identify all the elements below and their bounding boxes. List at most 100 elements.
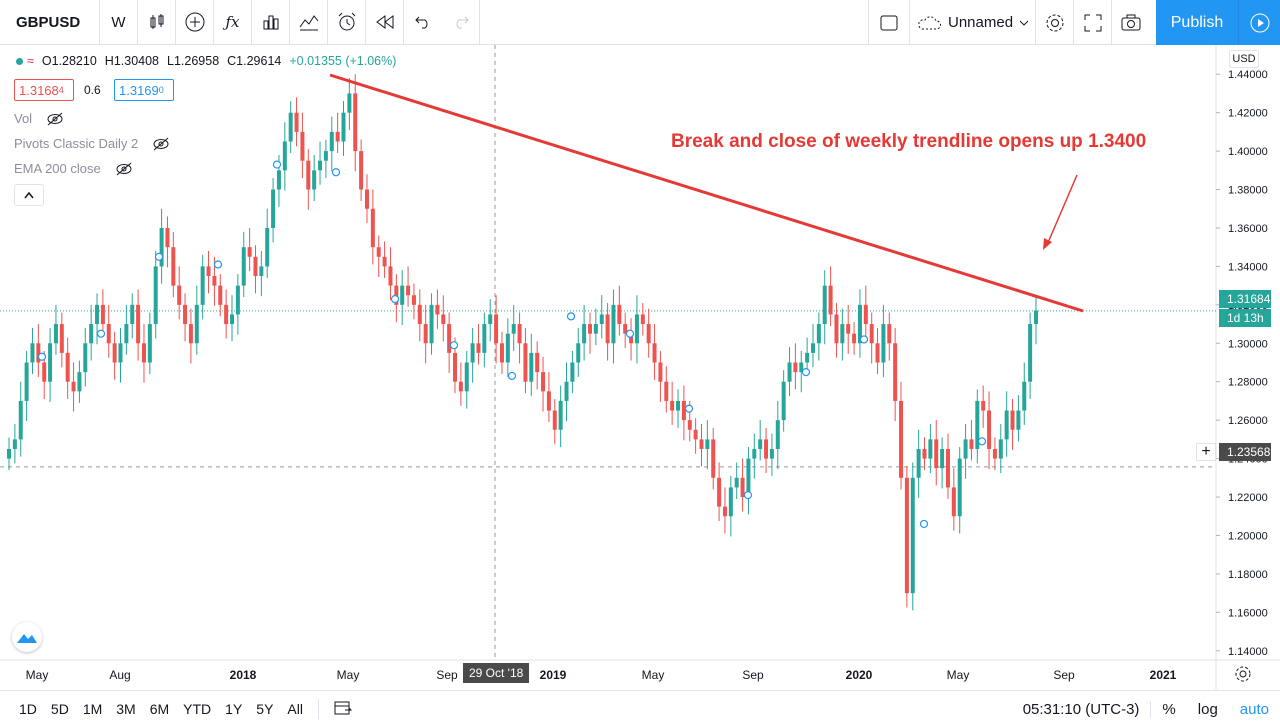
indicator-pivots[interactable]: Pivots Classic Daily 2: [14, 136, 170, 151]
candle-body: [846, 324, 851, 334]
price-tick-label: 1.42000: [1228, 108, 1268, 120]
candle-body: [488, 314, 493, 325]
timeframe-ytd[interactable]: YTD: [183, 701, 212, 717]
candle-body: [218, 285, 223, 305]
candle-body: [141, 343, 146, 363]
eye-hidden-icon[interactable]: [115, 162, 133, 176]
candle-body: [65, 352, 70, 382]
symbol-search[interactable]: GBPUSD: [0, 0, 100, 45]
pivot-marker: [331, 168, 341, 177]
candle-body: [276, 170, 281, 190]
compare-icon[interactable]: [290, 0, 328, 45]
replay-icon[interactable]: [366, 0, 404, 45]
candle-body: [828, 285, 833, 315]
price-tick-label: 1.26000: [1228, 415, 1268, 427]
candle-body: [904, 477, 909, 594]
alert-icon[interactable]: [328, 0, 366, 45]
chart-settings-gear-icon[interactable]: [1234, 665, 1252, 688]
candle-body: [687, 420, 692, 430]
percent-toggle[interactable]: %: [1150, 701, 1186, 718]
sell-button[interactable]: 1.3168 4: [14, 79, 74, 101]
fullscreen-square-icon[interactable]: [868, 0, 910, 45]
time-tick-label: Sep: [742, 668, 764, 682]
timeframe-1m[interactable]: 1M: [82, 701, 103, 717]
change-value: +0.01355 (+1.06%): [289, 54, 397, 68]
currency-label[interactable]: USD: [1229, 50, 1259, 68]
eye-hidden-icon[interactable]: [152, 137, 170, 151]
candle-body: [411, 295, 416, 305]
publish-button[interactable]: Publish: [1156, 0, 1238, 45]
candle-body: [183, 304, 188, 325]
timeframe-all[interactable]: All: [287, 701, 303, 717]
candle-body: [1028, 324, 1033, 382]
candle-body: [341, 112, 346, 142]
candle-body: [535, 352, 540, 373]
candle-body: [112, 343, 117, 363]
play-icon[interactable]: [1238, 0, 1280, 45]
candle-body: [235, 285, 240, 315]
price-tick-label: 1.36000: [1228, 223, 1268, 235]
candle-body: [940, 448, 945, 469]
candle-body: [499, 343, 504, 363]
timeframe-6m[interactable]: 6M: [149, 701, 170, 717]
date-range-icon[interactable]: [327, 699, 359, 720]
indicator-ema[interactable]: EMA 200 close: [14, 161, 133, 176]
timeframe-5d[interactable]: 5D: [50, 701, 69, 717]
add-order-plus-icon[interactable]: +: [1196, 443, 1216, 461]
candle-body: [517, 324, 522, 344]
redo-icon[interactable]: [442, 0, 480, 45]
candle-body: [282, 141, 287, 171]
candle-body: [992, 448, 997, 459]
interval-selector[interactable]: W: [100, 0, 138, 45]
candles-icon[interactable]: [138, 0, 176, 45]
trendline-annotation[interactable]: Break and close of weekly trendline open…: [671, 131, 1147, 152]
candle-body: [611, 304, 616, 344]
time-tick-label: May: [642, 668, 665, 682]
price-chart[interactable]: 1.44000 1.42000 1.40000 1.38000 1.36000 1.340…: [0, 45, 1280, 690]
candle-body: [124, 324, 129, 344]
collapse-legend-button[interactable]: [14, 184, 44, 206]
eye-hidden-icon[interactable]: [46, 112, 64, 126]
candle-body: [265, 227, 270, 267]
cloud-icon: [918, 15, 941, 29]
undo-icon[interactable]: [404, 0, 442, 45]
fullscreen-icon[interactable]: [1074, 0, 1112, 45]
timeframe-5y[interactable]: 5Y: [256, 701, 274, 717]
auto-toggle[interactable]: auto: [1239, 701, 1269, 718]
candle-body: [605, 314, 610, 344]
candle-body: [717, 477, 722, 507]
bar-chart-icon[interactable]: [252, 0, 290, 45]
candle-body: [676, 400, 681, 411]
candle-body: [18, 400, 23, 440]
timeframe-1d[interactable]: 1D: [19, 701, 37, 717]
candle-body: [987, 410, 992, 449]
buy-button[interactable]: 1.3169 0: [114, 79, 174, 101]
indicator-vol[interactable]: Vol: [14, 111, 64, 126]
clock-timezone[interactable]: 05:31:10 (UTC-3): [1022, 701, 1140, 718]
weekly-trendline[interactable]: [329, 73, 1084, 313]
pivot-marker: [566, 312, 576, 321]
log-toggle[interactable]: log: [1197, 701, 1218, 718]
annotation-arrow[interactable]: [1046, 174, 1078, 246]
candle-body: [482, 324, 487, 353]
chart-pane[interactable]: 1.44000 1.42000 1.40000 1.38000 1.36000 1.340…: [0, 45, 1280, 690]
candle-body: [253, 256, 258, 277]
candle-body: [758, 439, 763, 449]
layout-selector[interactable]: Unnamed: [910, 0, 1036, 45]
camera-icon[interactable]: [1112, 0, 1150, 45]
settings-gear-icon[interactable]: [1036, 0, 1074, 45]
chevron-up-icon: [24, 191, 34, 199]
pivot-marker: [213, 260, 223, 269]
candle-body: [670, 400, 675, 411]
timeframe-1y[interactable]: 1Y: [225, 701, 243, 717]
candle-body: [893, 343, 898, 401]
candle-body: [593, 324, 598, 334]
fx-icon[interactable]: ƒx: [214, 0, 252, 45]
add-indicator-icon[interactable]: [176, 0, 214, 45]
tradingview-logo-icon[interactable]: [12, 622, 42, 652]
price-tick-label: 1.14000: [1228, 646, 1268, 658]
candle-body: [582, 324, 587, 344]
price-tick-label: 1.34000: [1228, 261, 1268, 273]
candle-body: [417, 304, 422, 325]
timeframe-3m[interactable]: 3M: [116, 701, 136, 717]
